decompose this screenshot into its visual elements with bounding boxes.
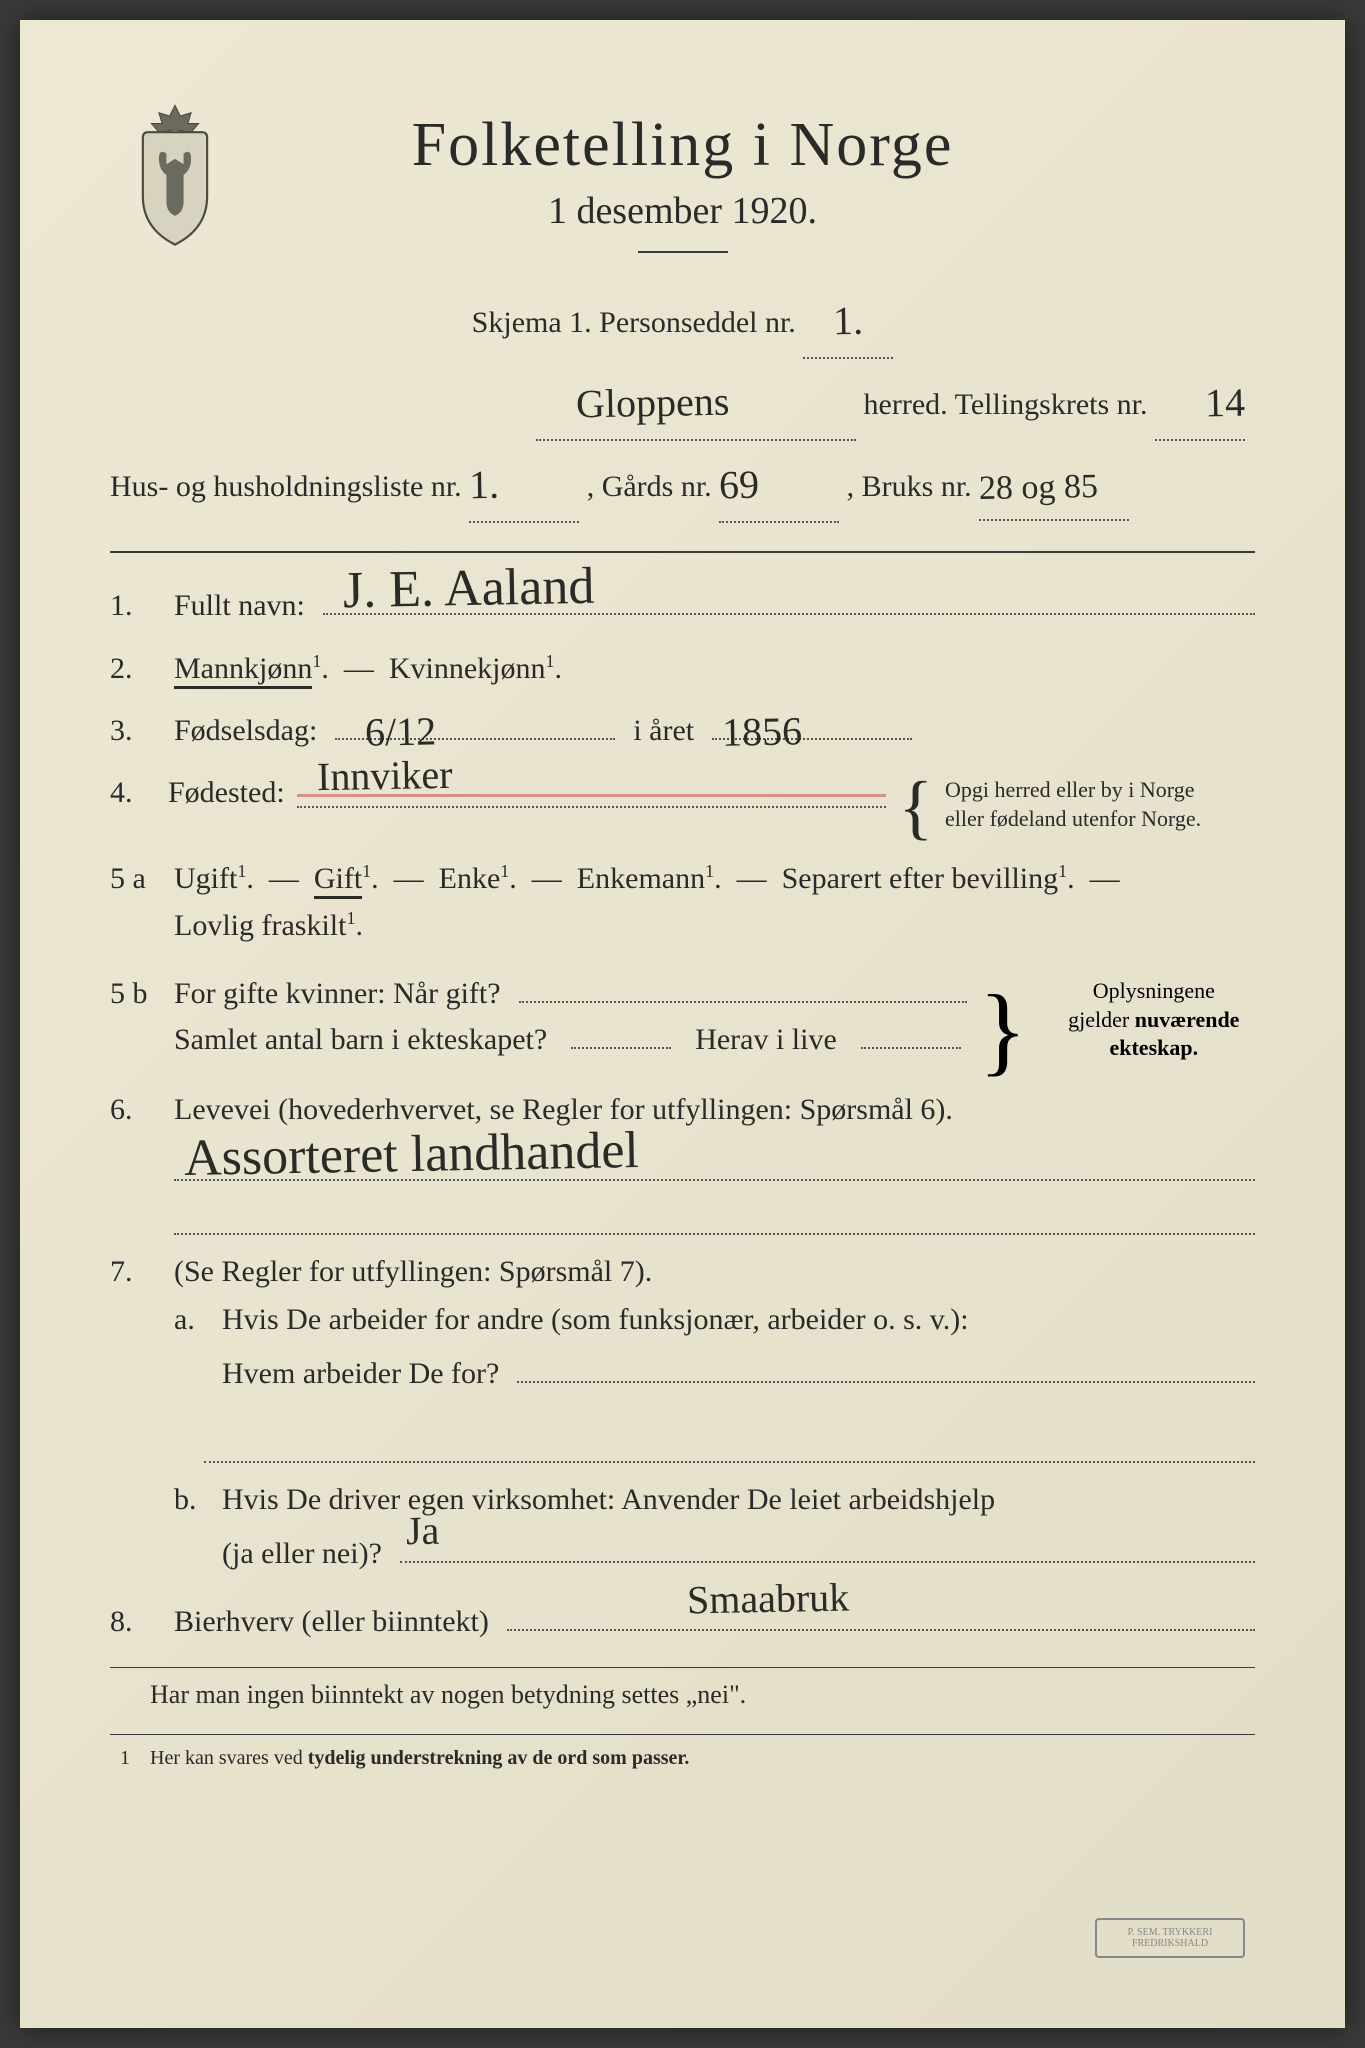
q5b-l2a: Samlet antal barn i ekteskapet? — [174, 1023, 547, 1057]
q4-note: Opgi herred eller by i Norge eller fødel… — [945, 776, 1255, 833]
census-form-page: Folketelling i Norge 1 desember 1920. Sk… — [20, 20, 1345, 2028]
q3-row: 3. Fødselsdag: 6/12 i året 1856 — [110, 714, 1255, 748]
q5a-ugift: Ugift — [174, 862, 237, 895]
q2-options: Mannkjønn1. — Kvinnekjønn1. — [174, 651, 562, 686]
personseddel-label: Skjema 1. Personseddel nr. — [472, 306, 796, 339]
personseddel-nr-value: 1. — [833, 283, 864, 360]
coat-of-arms-icon — [120, 100, 230, 250]
q5a-fraskilt: Lovlig fraskilt1. — [174, 908, 363, 943]
q3-label: Fødselsdag: — [174, 714, 317, 748]
q1-value: J. E. Aaland — [342, 557, 594, 620]
q5a-row: 5 a Ugift1. — Gift1. — Enke1. — Enkemann… — [110, 861, 1255, 896]
q3-year-label: i året — [633, 714, 694, 748]
hus-nr: 1. — [469, 447, 500, 524]
q7-label: (Se Regler for utfyllingen: Spørsmål 7). — [174, 1255, 652, 1289]
meta-line-3: Hus- og husholdningsliste nr. 1. , Gårds… — [110, 445, 1255, 523]
bruks-label: , Bruks nr. — [847, 470, 972, 503]
q5b-note: Oplysningene gjelder nuværende ekteskap. — [1039, 977, 1269, 1063]
gards-label: , Gårds nr. — [587, 470, 712, 503]
q2-row: 2. Mannkjønn1. — Kvinnekjønn1. — [110, 651, 1255, 686]
page-subtitle: 1 desember 1920. — [110, 189, 1255, 233]
hus-label: Hus- og husholdningsliste nr. — [110, 470, 462, 503]
q2-option-k: Kvinnekjønn — [389, 652, 546, 685]
herred-value: Gloppens — [575, 364, 730, 443]
foot-divider-1 — [110, 1667, 1255, 1668]
brace-icon: } — [979, 1000, 1027, 1060]
q5a-num: 5 a — [110, 862, 156, 896]
q6-row: 6. Levevei (hovederhvervet, se Regler fo… — [110, 1093, 1255, 1127]
q3-day: 6/12 — [365, 707, 437, 755]
q2-num: 2. — [110, 652, 156, 686]
q1-num: 1. — [110, 589, 156, 623]
foot-note-2: 1 Her kan svares ved tydelig understrekn… — [110, 1747, 1255, 1770]
q8-label: Bierhverv (eller biinntekt) — [174, 1605, 489, 1639]
q5b-num: 5 b — [110, 977, 156, 1011]
meta-line-2: Gloppens herred. Tellingskrets nr. 14 — [110, 363, 1255, 441]
q5b-block: 5 b For gifte kvinner: Når gift? Samlet … — [110, 971, 1255, 1069]
brace-icon: { — [898, 786, 933, 829]
q5b-row1: 5 b For gifte kvinner: Når gift? — [110, 971, 967, 1011]
q5a-options: Ugift1. — Gift1. — Enke1. — Enkemann1. —… — [174, 861, 1120, 896]
meta-line-1: Skjema 1. Personseddel nr. 1. — [110, 281, 1255, 359]
q7b-row1: b. Hvis De driver egen virksomhet: Anven… — [110, 1483, 1255, 1517]
q7b-value: Ja — [405, 1507, 439, 1555]
q5a-separert: Separert efter bevilling — [782, 862, 1059, 895]
q5b-row2: Samlet antal barn i ekteskapet? Herav i … — [110, 1023, 967, 1057]
bruks-nr: 28 og 85 — [979, 455, 1099, 522]
q5b-l2b: Herav i live — [695, 1023, 837, 1057]
q1-row: 1. Fullt navn: J. E. Aaland — [110, 583, 1255, 623]
q7b-letter: b. — [174, 1483, 204, 1517]
q6-value: Assorteret landhandel — [184, 1121, 640, 1188]
page-title: Folketelling i Norge — [110, 110, 1255, 181]
q7a-l2: Hvem arbeider De for? — [222, 1357, 499, 1391]
q7a-blank-line — [204, 1419, 1255, 1463]
q7a-letter: a. — [174, 1303, 204, 1337]
q5a-enkemann: Enkemann — [577, 862, 705, 895]
q1-label: Fullt navn: — [174, 589, 305, 623]
q7b-row2: (ja eller nei)? Ja — [110, 1531, 1255, 1571]
q7a-row1: a. Hvis De arbeider for andre (som funks… — [110, 1303, 1255, 1337]
title-divider — [638, 251, 728, 253]
header: Folketelling i Norge 1 desember 1920. — [110, 110, 1255, 253]
q6-value-line: Assorteret landhandel — [174, 1137, 1255, 1181]
q2-option-m: Mannkjønn — [174, 652, 312, 689]
q4-label: Fødested: — [168, 776, 285, 810]
foot-note-1: Har man ingen biinntekt av nogen betydni… — [110, 1680, 1255, 1710]
q8-row: 8. Bierhverv (eller biinntekt) Smaabruk — [110, 1599, 1255, 1639]
q6-blank-line — [174, 1191, 1255, 1235]
q5b-l1: For gifte kvinner: Når gift? — [174, 977, 501, 1011]
herred-label: herred. Tellingskrets nr. — [864, 388, 1148, 421]
q7b-l2: (ja eller nei)? — [222, 1537, 382, 1571]
q7-num: 7. — [110, 1255, 156, 1289]
red-strike-mark — [297, 794, 887, 797]
q4-row: 4. Fødested: Innviker { Opgi herred elle… — [110, 776, 1255, 833]
q3-year: 1856 — [722, 707, 803, 755]
q8-num: 8. — [110, 1605, 156, 1639]
q8-value: Smaabruk — [686, 1574, 849, 1624]
q7a-l1: Hvis De arbeider for andre (som funksjon… — [222, 1303, 969, 1337]
printer-stamp: P. SEM. TRYKKERI FREDRIKSHALD — [1095, 1918, 1245, 1958]
q5a-row2: Lovlig fraskilt1. — [110, 908, 1255, 943]
q7b-l1: Hvis De driver egen virksomhet: Anvender… — [222, 1483, 995, 1517]
gards-nr: 69 — [719, 447, 760, 524]
q5a-enke: Enke — [439, 862, 501, 895]
q7-row: 7. (Se Regler for utfyllingen: Spørsmål … — [110, 1255, 1255, 1289]
q7a-row2: Hvem arbeider De for? — [110, 1351, 1255, 1391]
q4-num: 4. — [110, 776, 156, 810]
q3-num: 3. — [110, 714, 156, 748]
tellingskrets-nr: 14 — [1204, 365, 1245, 442]
q4-value: Innviker — [316, 751, 452, 800]
q6-num: 6. — [110, 1093, 156, 1127]
q5a-gift: Gift — [314, 862, 362, 899]
foot-divider-2 — [110, 1734, 1255, 1735]
main-divider — [110, 551, 1255, 553]
